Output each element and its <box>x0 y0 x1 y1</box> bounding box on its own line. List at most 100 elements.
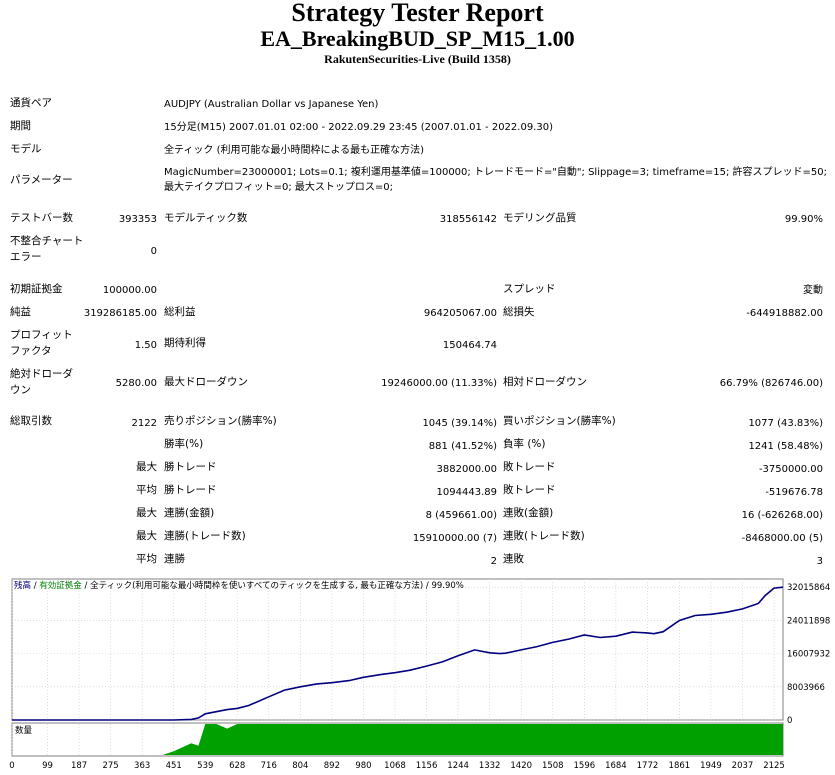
short-positions-label: 売りポジション(勝率%) <box>164 415 277 427</box>
x-tick-label: 892 <box>324 761 340 771</box>
avg-cons-wins-label: 連勝 <box>164 553 185 565</box>
ticks-value: 318556142 <box>439 214 497 225</box>
gross-loss-label: 総損失 <box>503 306 535 318</box>
win-trades-label: 勝率(%) <box>164 438 204 450</box>
quality-value: 99.90% <box>784 214 823 225</box>
largest-label: 最大 <box>136 461 157 473</box>
largest-loss-label: 敗トレード <box>503 461 556 473</box>
net-profit-label: 純益 <box>10 306 31 318</box>
y-tick-label: 16007932 <box>787 650 830 660</box>
average-consecutive-label: 平均 <box>136 553 157 565</box>
gross-profit-label: 総利益 <box>164 306 196 318</box>
params-line-2: 最大テイクプロフィット=0; 最大ストップロス=0; <box>164 182 393 193</box>
broker-build: RakutenSecurities-Live (Build 1358) <box>324 52 511 66</box>
x-tick-label: 1420 <box>510 761 532 771</box>
y-tick-label: 24011898 <box>787 616 830 626</box>
params-line-1: MagicNumber=23000001; Lots=0.1; 複利運用基準値=… <box>164 167 827 178</box>
x-tick-label: 1068 <box>384 761 406 771</box>
ea-name: EA_BreakingBUD_SP_M15_1.00 <box>260 26 575 51</box>
report-title: Strategy Tester Report <box>291 0 544 27</box>
y-tick-label: 0 <box>787 716 792 726</box>
x-tick-label: 980 <box>355 761 371 771</box>
total-trades-label: 総取引数 <box>10 415 52 427</box>
volume-area <box>12 724 783 755</box>
x-tick-label: 1861 <box>669 761 691 771</box>
legend-balance: 残高 <box>14 580 31 591</box>
period-value: 15分足(M15) 2007.01.01 02:00 - 2022.09.29 … <box>164 122 553 133</box>
x-tick-label: 628 <box>229 761 245 771</box>
cons-losses-value: 16 (-626268.00) <box>741 510 823 521</box>
spread-label: スプレッド <box>503 283 556 295</box>
largest-loss-value: -3750000.00 <box>758 464 823 475</box>
x-tick-label: 1949 <box>700 761 722 771</box>
x-tick-label: 2037 <box>732 761 754 771</box>
bars-label: テストバー数 <box>10 212 73 224</box>
symbol-value: AUDJPY (Australian Dollar vs Japanese Ye… <box>164 99 379 110</box>
symbol-label: 通貨ペア <box>10 97 52 109</box>
gross-loss-value: -644918882.00 <box>746 308 823 319</box>
x-tick-label: 1244 <box>447 761 469 771</box>
x-tick-label: 1596 <box>574 761 596 771</box>
x-tick-label: 99 <box>42 761 53 771</box>
chart-legend: 残高 / 有効証拠金 / 全ティック(利用可能な最小時間枠を使いすべてのティック… <box>14 580 464 591</box>
legend-quality: 99.90% <box>431 581 463 591</box>
x-tick-label: 1772 <box>637 761 659 771</box>
x-tick-label: 1684 <box>605 761 627 771</box>
expected-payoff-value: 150464.74 <box>442 340 497 351</box>
cons-loss-label: 連敗(トレード数) <box>503 530 585 542</box>
x-tick-label: 804 <box>292 761 308 771</box>
max-consecutive-label-b: 最大 <box>136 530 157 542</box>
profit-factor-value: 1.50 <box>134 340 157 351</box>
mismatch-label-2: エラー <box>10 251 42 263</box>
profit-factor-label-1: プロフィット <box>10 329 73 341</box>
spread-value: 変動 <box>803 285 823 296</box>
abs-drawdown-label-1: 絶対ドローダ <box>10 368 73 380</box>
legend-model: 全ティック(利用可能な最小時間枠を使いすべてのティックを生成する, 最も正確な方… <box>90 580 423 591</box>
y-tick-label: 8003966 <box>787 683 825 693</box>
volume-label: 数量 <box>15 725 33 736</box>
mismatch-value: 0 <box>150 246 157 257</box>
expected-payoff-label: 期待利得 <box>164 337 206 349</box>
quality-label: モデリング品質 <box>503 212 577 224</box>
rel-drawdown-value: 66.79% (826746.00) <box>719 378 823 389</box>
total-trades-value: 2122 <box>131 418 157 429</box>
balance-plot-frame <box>11 578 784 721</box>
avg-win-value: 1094443.89 <box>436 487 497 498</box>
x-tick-label: 275 <box>102 761 118 771</box>
x-tick-label: 1156 <box>416 761 438 771</box>
abs-drawdown-value: 5280.00 <box>115 378 157 389</box>
balance-chart: 32015864 24011898 16007932 8003966 0 0 99 187 2… <box>9 578 830 771</box>
cons-wins-value: 8 (459661.00) <box>425 510 497 521</box>
bars-value: 393353 <box>118 214 157 225</box>
x-tick-label: 2125 <box>763 761 785 771</box>
x-tick-label: 363 <box>134 761 150 771</box>
x-tick-label: 1508 <box>542 761 564 771</box>
largest-win-label: 勝トレード <box>164 461 217 473</box>
avg-cons-losses-label: 連敗 <box>503 553 524 565</box>
cons-wins-label: 連勝(金額) <box>164 507 215 519</box>
loss-trades-label: 負率 (%) <box>503 438 546 450</box>
cons-losses-label: 連敗(金額) <box>503 507 554 519</box>
x-tick-label: 716 <box>261 761 277 771</box>
legend-separator-3: / <box>423 581 431 591</box>
period-label: 期間 <box>10 120 31 132</box>
avg-loss-label: 敗トレード <box>503 484 556 496</box>
x-tick-label: 451 <box>166 761 182 771</box>
ticks-label: モデルティック数 <box>164 212 248 224</box>
y-tick-label: 32015864 <box>787 583 830 593</box>
long-positions-label: 買いポジション(勝率%) <box>503 415 616 427</box>
avg-cons-losses-value: 3 <box>816 556 823 567</box>
net-profit-value: 319286185.00 <box>83 308 157 319</box>
avg-cons-wins-value: 2 <box>490 556 497 567</box>
x-tick-label: 187 <box>71 761 87 771</box>
avg-win-label: 勝トレード <box>164 484 217 496</box>
rel-drawdown-label: 相対ドローダウン <box>503 376 587 388</box>
max-consecutive-label-a: 最大 <box>136 507 157 519</box>
legend-equity: 有効証拠金 <box>39 580 82 591</box>
deposit-label: 初期証拠金 <box>10 283 63 295</box>
params-label: パラメーター <box>10 174 73 186</box>
win-trades-value: 881 (41.52%) <box>428 441 497 452</box>
long-positions-value: 1077 (43.83%) <box>748 418 823 429</box>
legend-separator-2: / <box>82 581 90 591</box>
profit-factor-label-2: ファクタ <box>10 345 52 357</box>
